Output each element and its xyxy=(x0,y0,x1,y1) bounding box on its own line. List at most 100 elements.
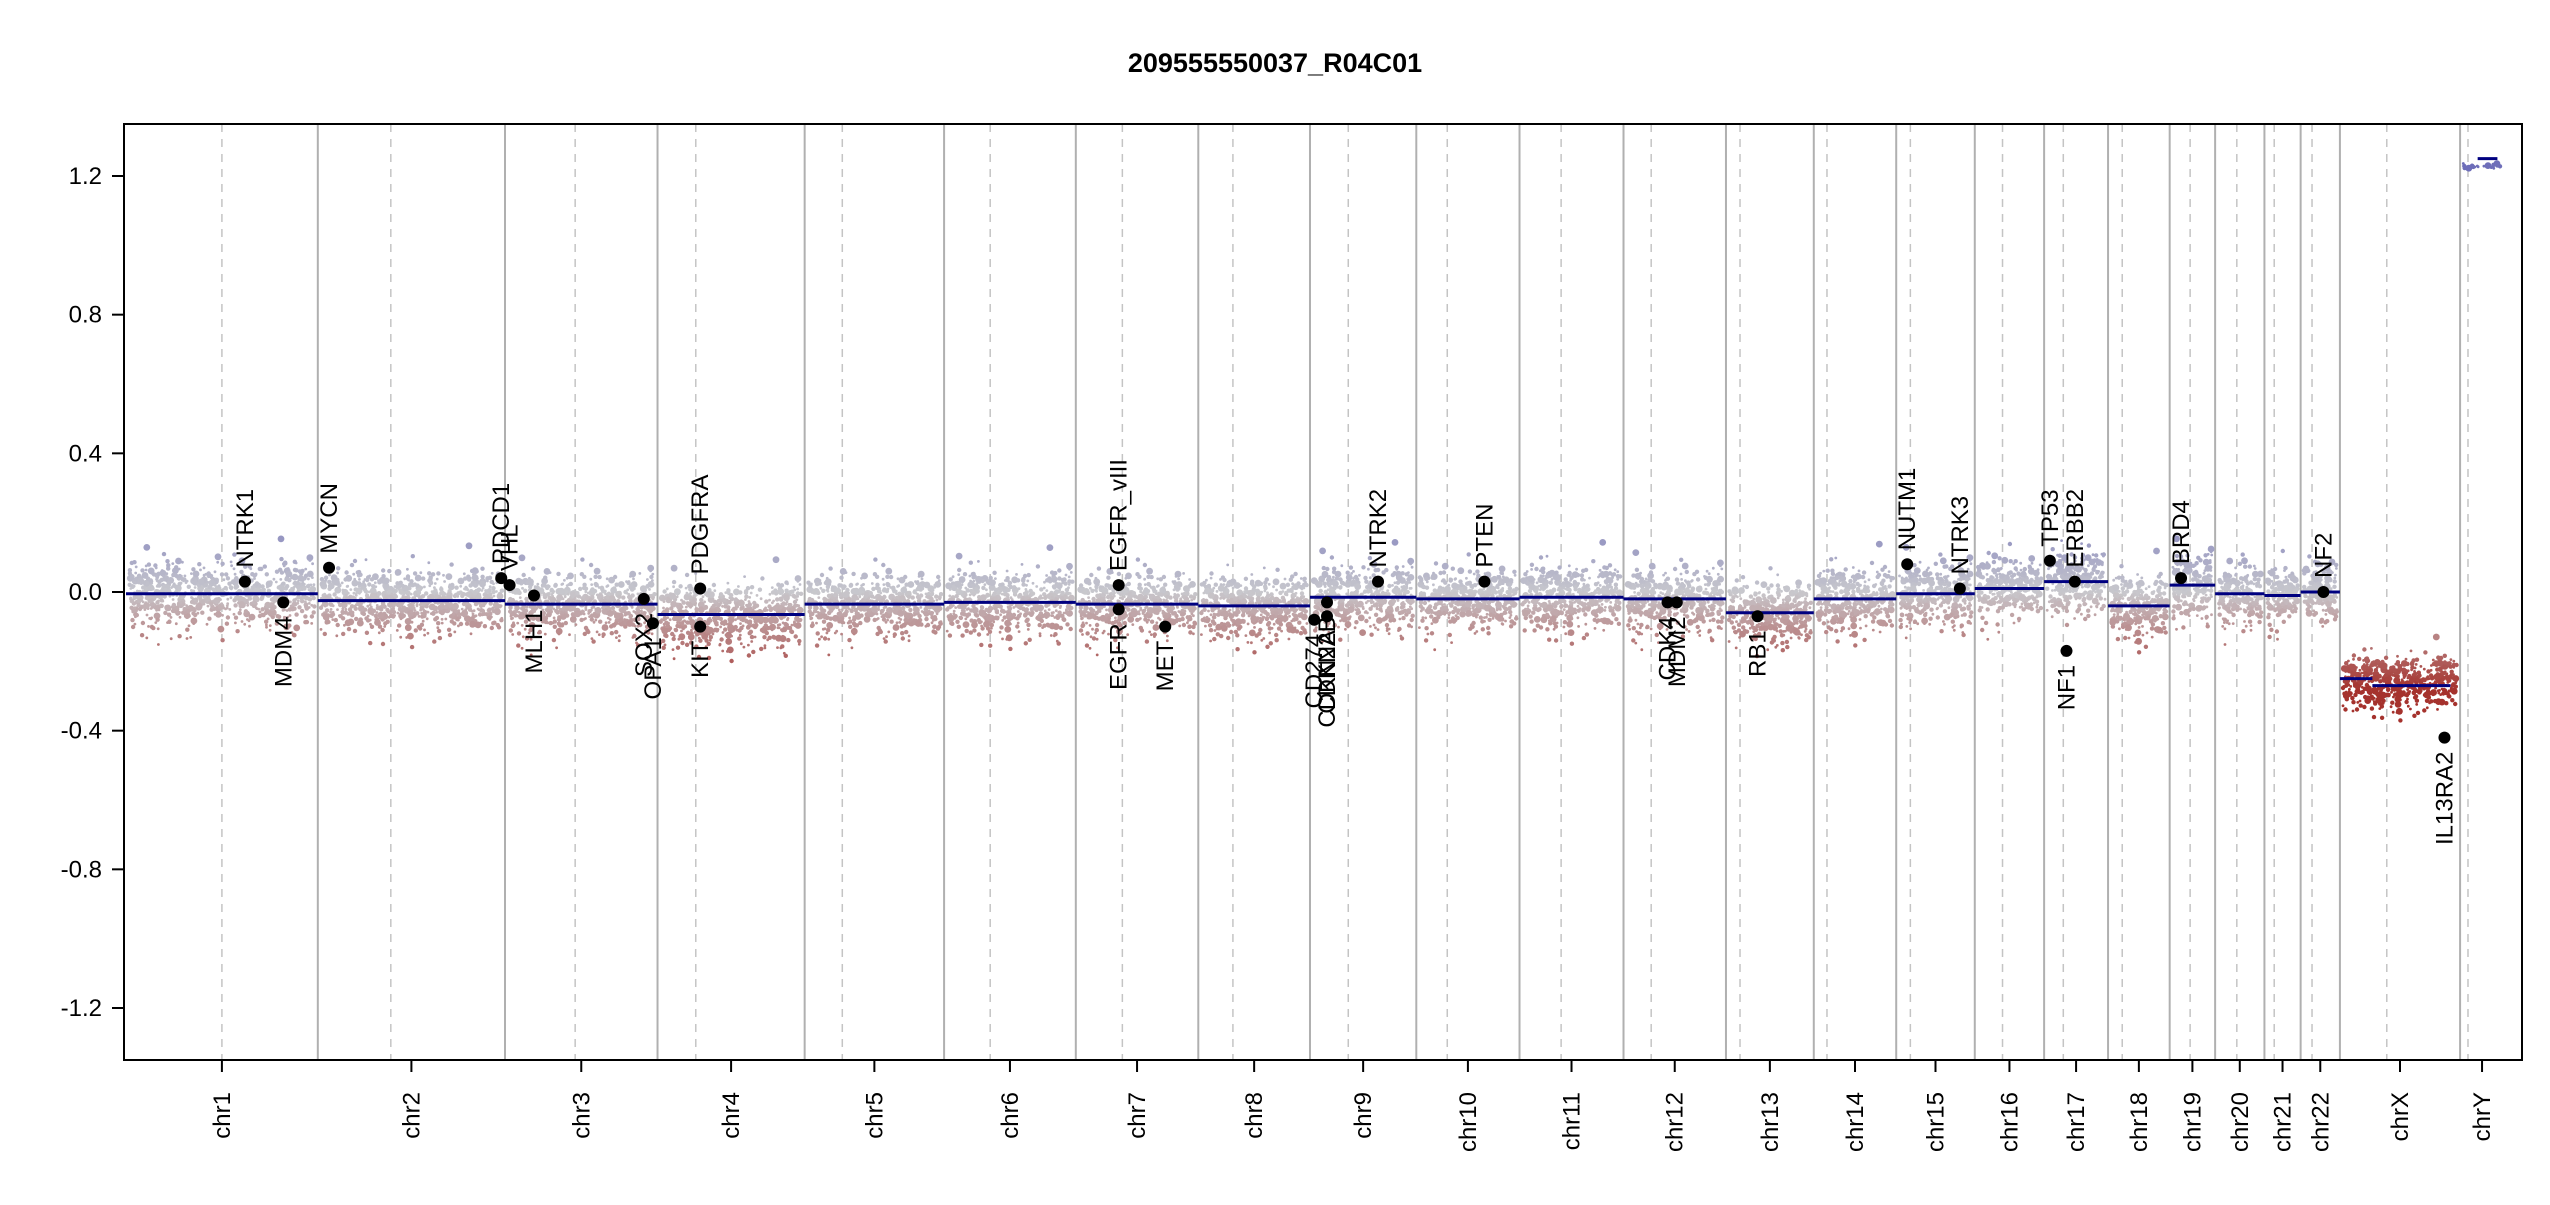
probe-point xyxy=(1027,573,1031,577)
probe-point xyxy=(990,598,993,601)
probe-point xyxy=(793,586,796,589)
probe-point xyxy=(981,586,985,590)
probe-point xyxy=(190,596,193,599)
probe-point xyxy=(820,573,824,577)
probe-point xyxy=(1226,564,1229,567)
probe-point xyxy=(304,596,308,600)
probe-point xyxy=(1275,589,1278,592)
probe-point xyxy=(972,587,975,590)
probe-point xyxy=(239,608,242,611)
probe-point xyxy=(946,630,949,633)
probe-point xyxy=(1014,617,1017,620)
probe-point xyxy=(358,620,362,624)
probe-point xyxy=(849,583,853,587)
probe-point xyxy=(180,601,183,604)
probe-point xyxy=(1252,610,1255,613)
probe-point xyxy=(853,606,856,609)
probe-point xyxy=(435,611,438,614)
probe-point xyxy=(198,579,205,586)
probe-point xyxy=(199,569,202,572)
probe-point xyxy=(1109,594,1112,597)
probe-point xyxy=(793,589,796,592)
probe-point xyxy=(401,607,404,610)
probe-point xyxy=(921,578,924,581)
probe-point xyxy=(129,587,132,590)
probe-point xyxy=(689,604,692,607)
probe-point xyxy=(1039,594,1042,597)
probe-point xyxy=(301,581,304,584)
probe-point xyxy=(483,624,487,628)
probe-point xyxy=(1026,623,1030,627)
probe-point xyxy=(489,585,492,588)
probe-point xyxy=(1298,615,1301,618)
probe-point xyxy=(609,618,612,621)
probe-point xyxy=(516,643,520,647)
probe-point xyxy=(786,618,789,621)
probe-point xyxy=(686,592,689,595)
probe-point xyxy=(381,568,385,572)
probe-point xyxy=(1188,578,1191,581)
probe-point xyxy=(1095,623,1099,627)
probe-point xyxy=(584,590,587,593)
probe-point xyxy=(522,573,526,577)
probe-point xyxy=(672,580,676,584)
probe-point xyxy=(355,594,358,597)
probe-point xyxy=(838,609,841,612)
probe-point xyxy=(956,553,963,560)
probe-point xyxy=(1159,593,1163,597)
probe-point xyxy=(840,633,843,636)
probe-point xyxy=(929,597,933,601)
probe-point xyxy=(336,566,340,570)
probe-point xyxy=(848,617,851,620)
probe-point xyxy=(916,587,920,591)
probe-point xyxy=(955,594,959,598)
probe-point xyxy=(519,591,522,594)
probe-point xyxy=(734,618,737,621)
probe-point xyxy=(819,612,822,615)
probe-point xyxy=(307,571,314,578)
probe-point xyxy=(938,598,941,601)
probe-point xyxy=(545,586,549,590)
probe-point xyxy=(1283,607,1287,611)
probe-point xyxy=(969,561,973,565)
probe-point xyxy=(729,659,733,663)
probe-point xyxy=(908,639,911,642)
probe-point xyxy=(1175,621,1178,624)
probe-point xyxy=(150,617,153,620)
probe-point xyxy=(207,617,211,621)
probe-point xyxy=(1204,625,1207,628)
probe-point xyxy=(207,605,210,608)
probe-point xyxy=(229,585,233,589)
probe-point xyxy=(353,578,356,581)
probe-point xyxy=(797,580,800,583)
probe-point xyxy=(421,576,425,580)
probe-point xyxy=(966,608,969,611)
probe-point xyxy=(478,612,482,616)
probe-point xyxy=(741,619,744,622)
probe-point xyxy=(748,596,751,599)
probe-point xyxy=(1282,584,1285,587)
probe-point xyxy=(567,593,570,596)
probe-point xyxy=(786,638,790,642)
probe-point xyxy=(252,600,256,604)
probe-point xyxy=(817,591,820,594)
probe-point xyxy=(324,576,328,580)
probe-point xyxy=(1002,586,1006,590)
chart-title: 209555550037_R04C01 xyxy=(1128,48,1422,78)
probe-point xyxy=(184,575,187,578)
probe-point xyxy=(831,589,834,592)
probe-point xyxy=(143,544,150,551)
probe-point xyxy=(192,607,196,611)
probe-point xyxy=(402,614,406,618)
probe-point xyxy=(1256,589,1260,593)
probe-point xyxy=(972,607,979,614)
probe-point xyxy=(243,623,246,626)
probe-point xyxy=(840,568,847,575)
probe-point xyxy=(1282,590,1285,593)
probe-point xyxy=(782,622,785,625)
probe-point xyxy=(1166,635,1169,638)
probe-point xyxy=(511,612,515,616)
probe-point xyxy=(1146,582,1150,586)
probe-point xyxy=(925,625,928,628)
probe-point xyxy=(721,605,724,608)
